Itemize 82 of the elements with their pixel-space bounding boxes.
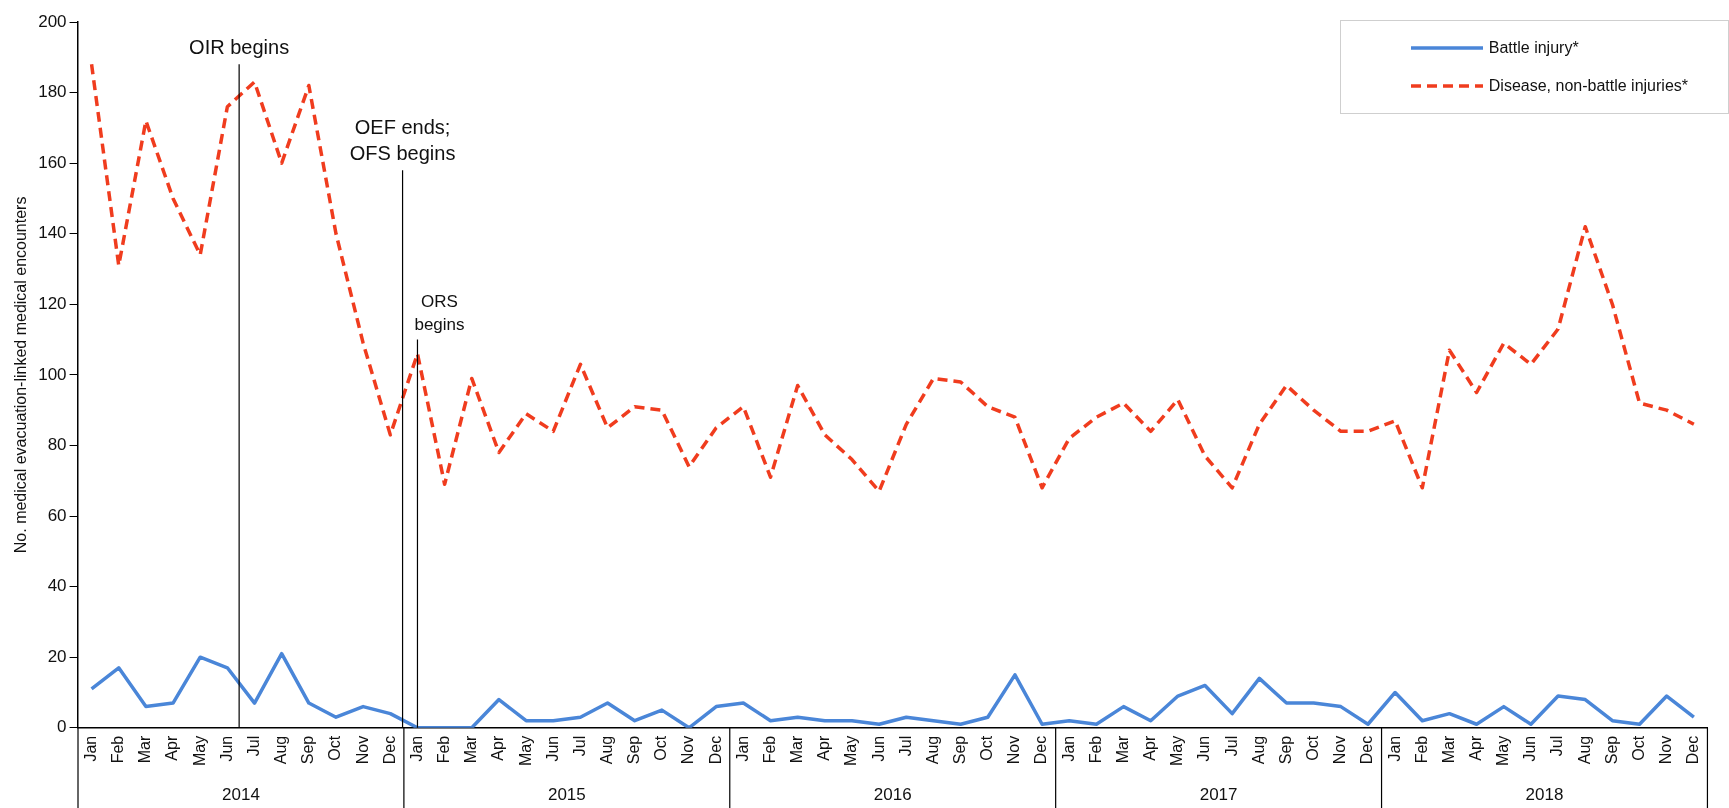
x-tick-label: Apr [489, 735, 507, 761]
x-tick-label: Feb [109, 735, 127, 764]
text: 2016 [873, 785, 912, 804]
x-tick-label: Oct [326, 735, 344, 761]
text: 2018 [1525, 785, 1564, 804]
x-tick-label: Jun [217, 735, 235, 762]
x-tick-label: Jun [1195, 735, 1213, 762]
x-tick-label: Sep [299, 735, 317, 765]
x-tick-label: Nov [1005, 735, 1023, 765]
x-tick-label: Dec [380, 735, 398, 765]
x-tick-label: Feb [1412, 735, 1430, 764]
x-tick-label: Aug [597, 735, 615, 765]
x-tick-label: Jun [543, 735, 561, 762]
ref-line-label: OIR begins [189, 36, 290, 59]
x-tick-label: Mar [136, 735, 154, 764]
x-tick-label: Oct [978, 735, 996, 761]
x-tick-label: Jun [1521, 735, 1539, 762]
x-tick-label: Mar [1439, 735, 1457, 764]
y-tick-label: 180 [38, 82, 67, 102]
x-tick-label: Jul [570, 735, 588, 757]
x-tick-label: Sep [1276, 735, 1294, 765]
x-tick-label: Feb [760, 735, 778, 764]
x-tick-label: Jan [1059, 735, 1077, 762]
x-tick-label: Aug [1249, 735, 1267, 765]
x-tick-label: May [1168, 735, 1186, 767]
x-tick-label: Nov [353, 735, 371, 765]
y-tick-label: 60 [47, 505, 67, 525]
ref-line-label: ORS begins [414, 291, 465, 334]
x-tick-label: Sep [625, 735, 643, 765]
y-tick-label: 80 [47, 435, 67, 455]
x-tick-label: Jan [733, 735, 751, 762]
x-tick-label: May [516, 735, 534, 767]
x-tick-label: May [1494, 735, 1512, 767]
x-tick-label: Jun [869, 735, 887, 762]
x-tick-label: Mar [788, 735, 806, 764]
x-tick-label: Apr [815, 735, 833, 761]
x-tick-label: Aug [923, 735, 941, 765]
y-tick-label: 20 [47, 646, 67, 666]
x-tick-label: Jan [407, 735, 425, 762]
x-tick-label: Dec [706, 735, 724, 765]
y-tick-label: 120 [38, 294, 67, 313]
x-tick-label: Jul [1548, 735, 1566, 757]
x-tick-label: Feb [435, 735, 453, 764]
x-tick-label: Nov [679, 735, 697, 765]
x-tick-label: Apr [163, 735, 181, 761]
x-tick-label: Jul [896, 735, 914, 757]
x-tick-label: Oct [652, 735, 670, 761]
x-tick-label: Dec [1358, 735, 1376, 765]
x-tick-label: May [190, 735, 208, 767]
y-tick-label: 0 [57, 717, 67, 737]
legend-label: Disease, non-battle injuries* [1488, 77, 1688, 95]
x-tick-label: May [842, 735, 860, 767]
y-axis-title: No. medical evacuation-linked medical encounters [12, 196, 30, 554]
x-tick-label: Apr [1467, 735, 1485, 761]
x-tick-label: Oct [1304, 735, 1322, 761]
x-tick-label: Dec [1684, 735, 1702, 765]
x-tick-label: Aug [272, 735, 290, 765]
y-tick-label: 100 [38, 364, 67, 384]
x-tick-label: Feb [1086, 735, 1104, 764]
legend-label: Battle injury* [1488, 39, 1579, 57]
x-tick-label: Jan [1385, 735, 1403, 762]
x-tick-label: Jul [244, 735, 262, 757]
text: 2014 [222, 785, 260, 804]
text: 2017 [1199, 785, 1238, 804]
x-tick-label: Dec [1032, 735, 1050, 765]
x-tick-label: Sep [1602, 735, 1620, 765]
x-tick-label: Sep [951, 735, 969, 765]
x-tick-label: Mar [462, 735, 480, 764]
y-tick-label: 140 [38, 223, 67, 243]
x-tick-label: Aug [1575, 735, 1593, 765]
text: 2015 [547, 785, 586, 804]
x-tick-label: Apr [1141, 735, 1159, 761]
x-tick-label: Nov [1331, 735, 1349, 765]
y-tick-label: 160 [38, 152, 67, 172]
y-tick-label: 200 [38, 11, 67, 31]
x-tick-label: Mar [1113, 735, 1131, 764]
y-tick-label: 40 [47, 576, 67, 596]
x-tick-label: Oct [1629, 735, 1647, 761]
ref-line-label: OEF ends; OFS begins [349, 116, 456, 165]
x-tick-label: Nov [1657, 735, 1675, 765]
x-tick-label: Jul [1222, 735, 1240, 757]
x-tick-label: Jan [81, 735, 99, 762]
